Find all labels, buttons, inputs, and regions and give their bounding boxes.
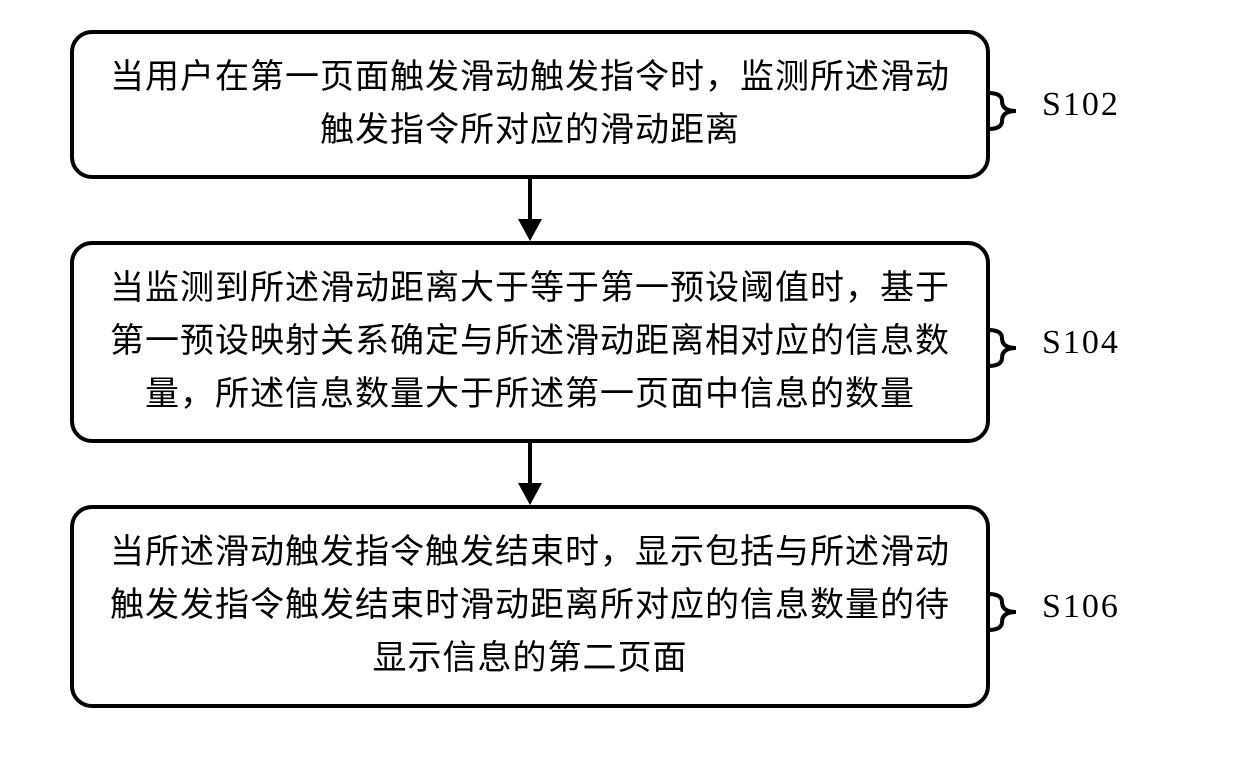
flow-step-s106: 当所述滑动触发指令触发结束时，显示包括与所述滑动触发发指令触发结束时滑动距离所对… (70, 505, 990, 707)
flow-step-s104-text: 当监测到所述滑动距离大于等于第一预设阈值时，基于第一预设映射关系确定与所述滑动距… (110, 270, 950, 412)
flow-arrow-2 (70, 443, 990, 505)
brace-icon (988, 326, 1022, 370)
brace-icon (988, 89, 1022, 133)
brace-icon (988, 590, 1022, 634)
flow-step-s102: 当用户在第一页面触发滑动触发指令时，监测所述滑动触发指令所对应的滑动距离 (70, 30, 990, 179)
arrow-down-icon (510, 179, 550, 241)
flow-label-s104: S104 (1042, 324, 1120, 362)
flow-arrow-1 (70, 179, 990, 241)
flow-step-s106-text: 当所述滑动触发指令触发结束时，显示包括与所述滑动触发发指令触发结束时滑动距离所对… (110, 534, 950, 676)
flow-label-s106: S106 (1042, 588, 1120, 626)
flow-step-s104: 当监测到所述滑动距离大于等于第一预设阈值时，基于第一预设映射关系确定与所述滑动距… (70, 241, 990, 443)
flowchart-container: 当用户在第一页面触发滑动触发指令时，监测所述滑动触发指令所对应的滑动距离 当监测… (70, 30, 1170, 708)
flow-label-s102: S102 (1042, 86, 1120, 124)
flow-step-s102-text: 当用户在第一页面触发滑动触发指令时，监测所述滑动触发指令所对应的滑动距离 (110, 59, 950, 149)
arrow-down-icon (510, 443, 550, 505)
